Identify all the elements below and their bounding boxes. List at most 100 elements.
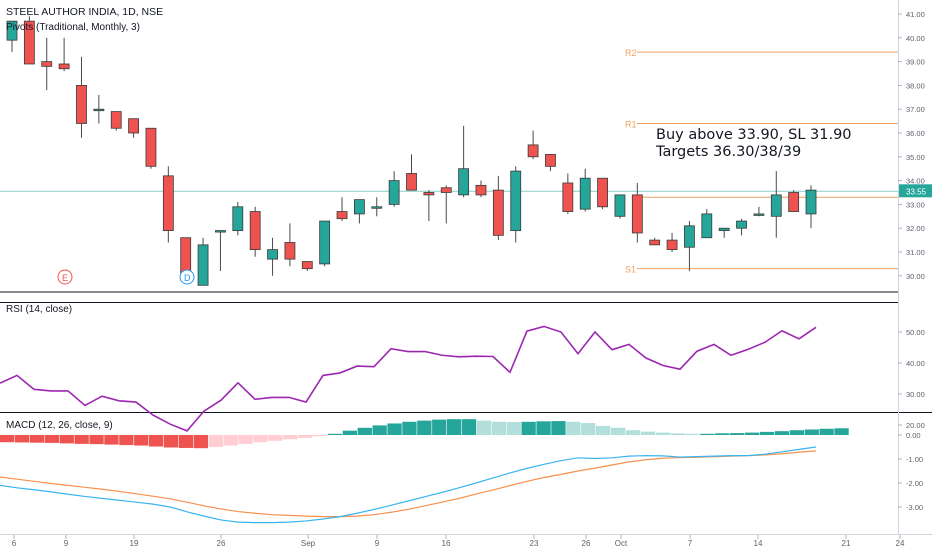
macd-histogram-bar — [402, 421, 417, 435]
candle-body — [440, 187, 452, 193]
candle-body — [718, 227, 730, 231]
candle-body — [770, 194, 782, 217]
macd-histogram-bar — [491, 421, 506, 435]
macd-indicator-label[interactable]: MACD (12, 26, close, 9) — [6, 420, 113, 431]
rsi-indicator-label[interactable]: RSI (14, close) — [6, 304, 73, 315]
time-tick-label: 9 — [64, 539, 69, 548]
macd-histogram-bar — [387, 423, 402, 435]
macd-tick-label: 0.00 — [906, 431, 921, 440]
candle-body — [162, 175, 174, 231]
candle-body — [284, 242, 296, 260]
price-tick-label: 40.00 — [906, 34, 925, 43]
macd-signal-line — [0, 450, 817, 518]
price-tick-label: 35.00 — [906, 153, 925, 162]
candle-body — [510, 170, 522, 231]
time-tick-label: 14 — [754, 539, 763, 548]
candle-body — [301, 261, 313, 270]
macd-histogram-bar — [730, 433, 745, 435]
candle-body — [267, 249, 278, 260]
annotation-line-1: Buy above 33.90, SL 31.90 — [656, 127, 852, 143]
macd-histogram-bar — [521, 421, 536, 435]
macd-histogram-bar — [357, 427, 372, 435]
macd-histogram-bar — [134, 435, 149, 446]
price-tick-label: 38.00 — [906, 81, 925, 90]
candle-body — [684, 225, 695, 248]
pivots-indicator-label[interactable]: Pivots (Traditional, Monthly, 3) — [6, 22, 140, 33]
price-tick-label: 33.00 — [906, 200, 925, 209]
candle-body — [249, 211, 261, 251]
macd-histogram-bar — [461, 419, 477, 435]
candle-body — [579, 177, 591, 210]
candle-body — [753, 213, 765, 216]
macd-histogram-bar — [745, 432, 760, 435]
candle-body — [492, 189, 504, 236]
macd-tick-label: -3.00 — [906, 503, 923, 512]
macd-histogram-bar — [476, 420, 492, 435]
time-tick-label: Sep — [301, 539, 316, 548]
macd-line — [0, 446, 817, 524]
pivot-levels: R2 R1 S1 — [0, 48, 898, 275]
candle-body — [41, 61, 53, 67]
candle-body — [423, 192, 435, 196]
macd-histogram-bar — [581, 423, 596, 435]
candle-body — [562, 182, 574, 212]
last-price-label: 33.55 — [906, 187, 927, 196]
macd-histogram-bar — [89, 435, 104, 445]
candle-body — [23, 20, 35, 65]
macd-histogram-bar — [700, 433, 715, 435]
macd-histogram-bar — [834, 428, 849, 435]
macd-histogram-bar — [536, 421, 551, 435]
rsi-tick-label: 40.00 — [906, 359, 925, 368]
last-price-badge — [899, 184, 932, 198]
macd-histogram-bar — [417, 420, 432, 435]
candle-body — [145, 127, 157, 167]
price-tick-label: 31.00 — [906, 248, 925, 257]
macd-histogram-bar — [342, 430, 357, 435]
candle-body — [649, 239, 661, 246]
macd-histogram-bar — [283, 435, 298, 440]
candle-body — [736, 220, 747, 229]
macd-pane — [0, 419, 849, 524]
candle-body — [475, 184, 487, 196]
macd-histogram-bar — [193, 435, 208, 449]
macd-histogram-bar — [14, 435, 30, 443]
macd-histogram-bar — [327, 433, 343, 435]
rsi-tick-label: 20.00 — [906, 421, 925, 430]
price-tick-label: 34.00 — [906, 177, 925, 186]
event-marker-d — [179, 269, 195, 285]
candle-body — [788, 192, 800, 212]
price-tick-label: 39.00 — [906, 58, 925, 67]
macd-histogram-bar — [655, 432, 670, 435]
macd-tick-label: -1.00 — [906, 455, 923, 464]
macd-histogram-bar — [432, 419, 447, 435]
macd-histogram-bar — [208, 435, 223, 447]
rsi-tick-label: 50.00 — [906, 328, 925, 337]
macd-histogram-bar — [566, 421, 581, 435]
rsi-tick-label: 30.00 — [906, 390, 925, 399]
time-tick-label: 9 — [375, 539, 380, 548]
candle-body — [93, 108, 105, 112]
candle-body — [805, 189, 817, 215]
macd-histogram-bar — [774, 431, 790, 435]
macd-histogram-bar — [74, 435, 89, 444]
macd-histogram-bar — [178, 435, 194, 448]
time-tick-label: 6 — [12, 539, 17, 548]
price-tick-label: 30.00 — [906, 272, 925, 281]
macd-histogram-bar — [163, 435, 179, 448]
candle-body — [527, 144, 539, 158]
price-tick-label: 41.00 — [906, 10, 925, 19]
price-tick-label: 36.00 — [906, 129, 925, 138]
macd-histogram-bar — [0, 435, 15, 443]
macd-histogram-bar — [610, 427, 626, 435]
candle-body — [666, 239, 678, 251]
candle-body — [631, 194, 643, 234]
price-tick-label: 37.00 — [906, 105, 925, 114]
macd-histogram-bar — [268, 435, 283, 441]
candle-body — [6, 20, 18, 41]
rsi-pane — [0, 325, 817, 432]
candle-body — [128, 118, 139, 134]
price-tick-label: 32.00 — [906, 224, 925, 233]
time-tick-label: 7 — [688, 539, 693, 548]
candle-body — [232, 206, 244, 231]
